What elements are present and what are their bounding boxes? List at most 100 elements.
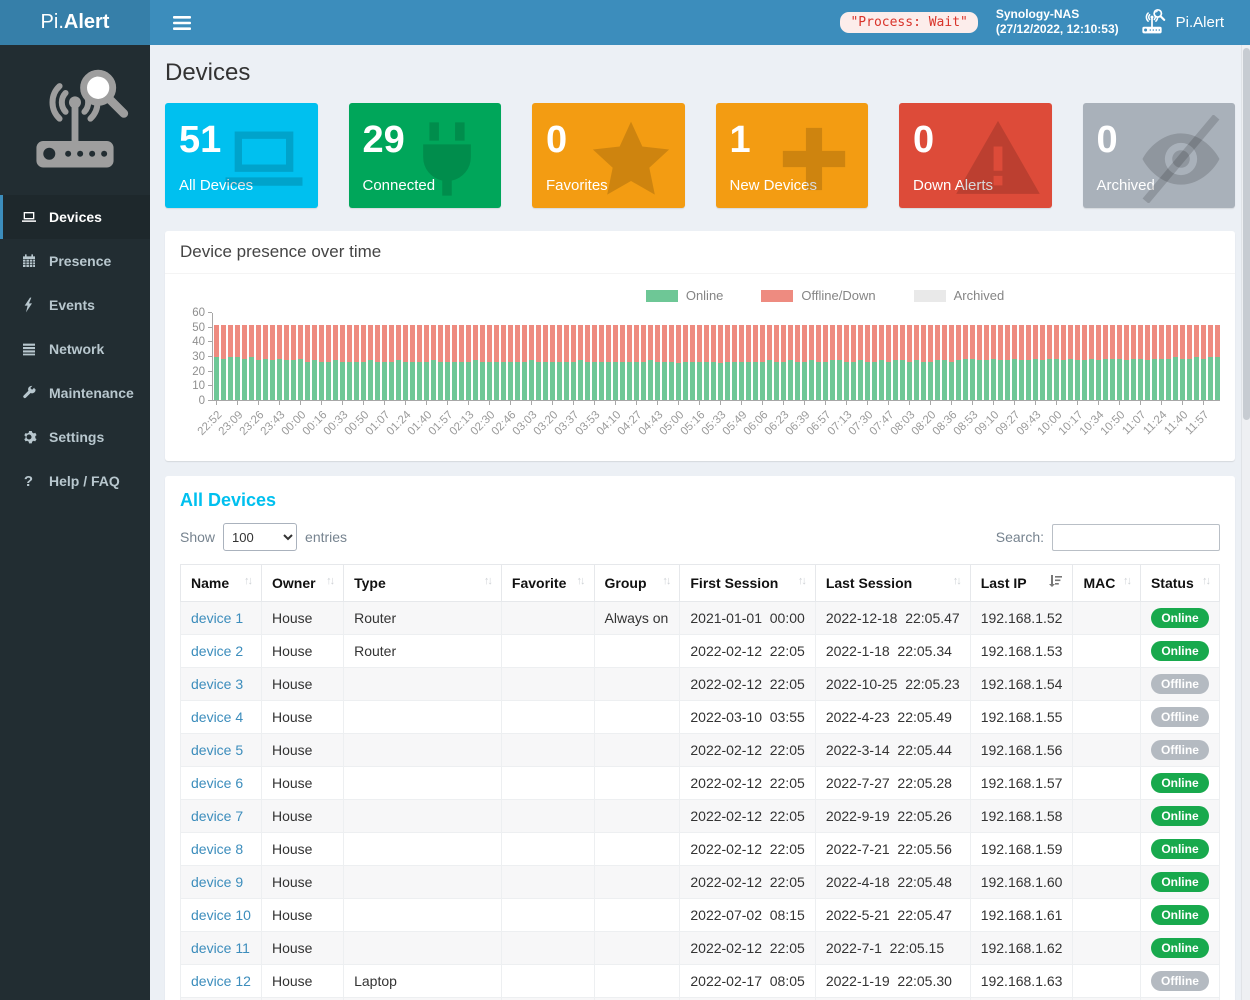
- search-area: Search:: [996, 523, 1220, 551]
- online-segment: [333, 360, 338, 400]
- vertical-scrollbar[interactable]: [1241, 45, 1250, 1000]
- column-header-status[interactable]: Status ↑↓: [1139, 564, 1221, 602]
- sidebar-item-help-faq[interactable]: ? Help / FAQ: [0, 459, 150, 503]
- brand-logo[interactable]: Pi.Alert: [0, 0, 150, 45]
- online-segment: [816, 361, 821, 400]
- cell-owner: House: [260, 898, 345, 932]
- top-navbar: Pi.Alert "Process: Wait" Synology-NAS (2…: [0, 0, 1250, 45]
- scrollbar-thumb[interactable]: [1243, 48, 1250, 420]
- cell-mac: [1072, 799, 1141, 833]
- device-link[interactable]: device 5: [191, 742, 244, 758]
- sidebar-item-maintenance[interactable]: Maintenance: [0, 371, 150, 415]
- device-link[interactable]: device 7: [191, 808, 244, 824]
- sidebar-item-devices[interactable]: Devices: [0, 195, 150, 239]
- cell-type: [343, 667, 502, 701]
- x-tick-mark: [363, 401, 365, 405]
- device-link[interactable]: device 12: [191, 973, 251, 989]
- column-header-owner[interactable]: Owner ↑↓: [260, 564, 345, 602]
- sidebar-item-events[interactable]: Events: [0, 283, 150, 327]
- online-segment: [613, 361, 618, 400]
- cell-last-session: 2022-7-27 22:05.28: [814, 766, 971, 800]
- legend-item[interactable]: Archived: [913, 288, 1004, 303]
- offline-segment: [830, 325, 835, 361]
- online-segment: [865, 361, 870, 400]
- cell-first-session: 2022-02-12 22:05: [679, 733, 816, 767]
- page-length-select[interactable]: 100: [223, 523, 298, 551]
- offline-segment: [305, 325, 310, 362]
- online-segment: [515, 361, 520, 400]
- online-segment: [585, 361, 590, 400]
- offline-segment: [718, 325, 723, 364]
- online-segment: [599, 361, 604, 400]
- online-segment: [1005, 360, 1010, 400]
- column-header-last-session[interactable]: Last Session ↑↓: [814, 564, 971, 602]
- offline-segment: [354, 325, 359, 362]
- cell-first-session: 2022-02-12 22:05: [679, 766, 816, 800]
- offline-segment: [242, 325, 247, 359]
- cell-last-session: 2022-1-19 22:05.30: [814, 964, 971, 998]
- device-link[interactable]: device 6: [191, 775, 244, 791]
- legend-item[interactable]: Online: [645, 288, 723, 303]
- card-connected[interactable]: 29 Connected: [348, 103, 501, 208]
- column-header-group[interactable]: Group ↑↓: [593, 564, 681, 602]
- device-link[interactable]: device 9: [191, 874, 244, 890]
- column-header-mac[interactable]: MAC ↑↓: [1072, 564, 1141, 602]
- x-tick-label: 11:40: [1162, 409, 1191, 438]
- device-link[interactable]: device 3: [191, 676, 244, 692]
- device-link[interactable]: device 2: [191, 643, 244, 659]
- sidebar-item-network[interactable]: Network: [0, 327, 150, 371]
- navbar-app-brand[interactable]: Pi.Alert: [1137, 7, 1224, 39]
- offline-segment: [1054, 325, 1059, 359]
- stacked-bar: [291, 325, 296, 400]
- sort-amount-asc-icon: [1049, 575, 1063, 590]
- column-header-name[interactable]: Name ↑↓: [180, 564, 262, 602]
- online-segment: [1040, 360, 1045, 400]
- sidebar-item-settings[interactable]: Settings: [0, 415, 150, 459]
- column-header-first-session[interactable]: First Session ↑↓: [679, 564, 816, 602]
- offline-segment: [410, 325, 415, 362]
- hamburger-menu-icon[interactable]: [162, 0, 202, 45]
- cell-group: [593, 865, 681, 899]
- stacked-bar: [998, 325, 1003, 400]
- column-header-last-ip[interactable]: Last IP: [969, 564, 1074, 602]
- card-new-devices[interactable]: 1 New Devices: [715, 103, 868, 208]
- offline-segment: [599, 325, 604, 362]
- card-label: Connected: [362, 177, 436, 194]
- device-link[interactable]: device 11: [191, 940, 250, 956]
- card-favorites[interactable]: 0 Favorites: [532, 103, 685, 208]
- online-segment: [830, 360, 835, 400]
- card-all-devices[interactable]: 51 All Devices: [165, 103, 318, 208]
- device-link[interactable]: device 1: [191, 610, 244, 626]
- x-tick-mark: [468, 401, 470, 405]
- x-tick-mark: [1014, 401, 1016, 405]
- cell-favorite: [500, 601, 595, 635]
- online-segment: [529, 360, 534, 400]
- cell-last-session: 2022-3-14 22:05.44: [814, 733, 971, 767]
- stacked-bar: [655, 325, 660, 400]
- stacked-bar: [382, 325, 387, 400]
- stacked-bar: [515, 325, 520, 400]
- card-down-alerts[interactable]: 0 Down Alerts: [899, 103, 1052, 208]
- offline-segment: [704, 325, 709, 362]
- y-tick-label: 10: [192, 380, 205, 393]
- device-link[interactable]: device 10: [191, 907, 251, 923]
- sidebar-item-presence[interactable]: Presence: [0, 239, 150, 283]
- device-link[interactable]: device 4: [191, 709, 244, 725]
- laptop-icon: [218, 115, 310, 203]
- card-archived[interactable]: 0 Archived: [1082, 103, 1235, 208]
- all-devices-title: All Devices: [180, 490, 277, 510]
- column-header-favorite[interactable]: Favorite ↑↓: [500, 564, 595, 602]
- online-segment: [501, 361, 506, 400]
- stacked-bar: [1061, 325, 1066, 400]
- column-header-type[interactable]: Type ↑↓: [343, 564, 502, 602]
- stacked-bar: [823, 325, 828, 400]
- cell-status: Online: [1139, 766, 1221, 800]
- search-input[interactable]: [1052, 523, 1220, 551]
- device-link[interactable]: device 8: [191, 841, 244, 857]
- offline-segment: [1068, 325, 1073, 359]
- online-segment: [1103, 358, 1108, 400]
- cell-type: [343, 799, 502, 833]
- table-body: device 1 House Router Always on 2021-01-01 0…: [180, 601, 1221, 1000]
- legend-item[interactable]: Offline/Down: [761, 288, 876, 303]
- x-tick-mark: [636, 401, 638, 405]
